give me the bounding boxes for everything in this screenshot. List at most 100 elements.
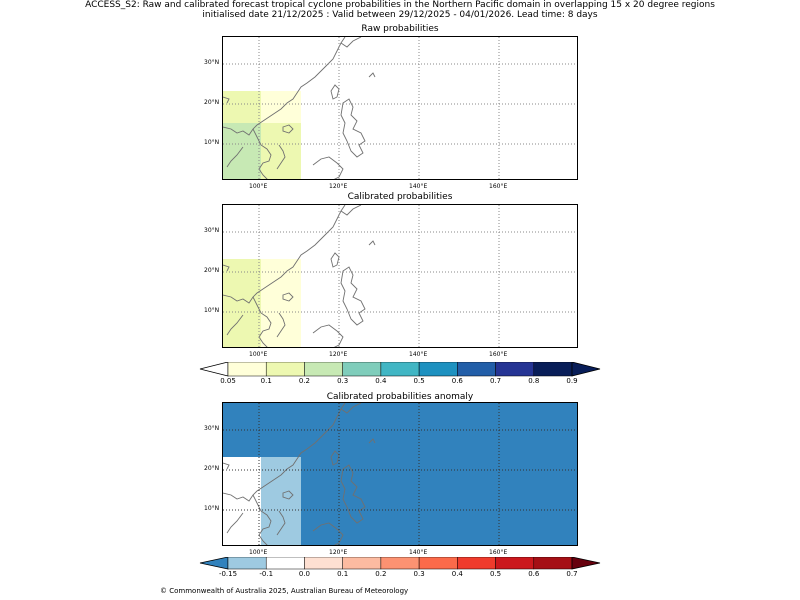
figure-title: ACCESS_S2: Raw and calibrated forecast t… (85, 0, 715, 10)
colorbar-tick-label: -0.1 (259, 570, 274, 578)
colorbar-segment (418, 557, 458, 570)
longitude-label: 100°E (249, 351, 268, 358)
longitude-label: 140°E (409, 183, 428, 190)
colorbar-under-extension (199, 362, 229, 377)
longitude-label: 120°E (329, 351, 348, 358)
probability-region-2 (261, 123, 301, 179)
latitude-label: 20°N (204, 99, 220, 106)
colorbar-under-extension (199, 557, 229, 570)
longitude-label: 160°E (489, 183, 508, 190)
copyright-notice: © Commonwealth of Australia 2025, Austra… (160, 587, 409, 595)
probability-region-2 (261, 457, 301, 545)
coastline-5 (340, 464, 366, 524)
coastline-3 (282, 124, 294, 134)
colorbar-tick-label: 0.9 (566, 377, 578, 385)
colorbar-segment (457, 362, 496, 377)
colorbar-segment (533, 362, 573, 377)
figure-subtitle: initialised date 21/12/2025 : Valid betw… (202, 10, 598, 20)
colorbar-segment (380, 362, 420, 377)
colorbar-segment (265, 362, 305, 377)
latitude-label: 20°N (204, 465, 220, 472)
colorbar-tick-label: 0.4 (375, 377, 387, 385)
coastline-0 (223, 403, 346, 502)
colorbar-tick-label: -0.15 (218, 570, 238, 578)
coastline-2 (276, 510, 286, 536)
colorbar-tick-label: 0.5 (489, 570, 502, 578)
coastline-10 (223, 462, 230, 470)
colorbar-segment (304, 557, 343, 570)
colorbar-tick-label: 0.2 (375, 570, 387, 578)
coastline-7 (340, 37, 362, 48)
coastline-10 (223, 96, 230, 104)
colorbar-tick-label: 0.6 (451, 377, 463, 385)
colorbar-tick-label: 0.4 (451, 570, 463, 578)
colorbar-over-extension (571, 362, 601, 377)
coastline-9 (226, 314, 244, 336)
coastline-1 (252, 296, 272, 347)
coastline-4 (330, 450, 340, 466)
raw-panel-title: Raw probabilities (361, 24, 439, 34)
probability-region-1 (223, 457, 261, 545)
coastline-6 (312, 522, 344, 545)
colorbar-tick-label: 0.05 (220, 377, 236, 385)
colorbar-segment (418, 362, 458, 377)
coastline-9 (226, 146, 244, 168)
anomaly-panel-title: Calibrated probabilities anomaly (326, 392, 474, 402)
longitude-label: 140°E (409, 549, 428, 556)
colorbar-tick-label: 0.7 (566, 570, 578, 578)
colorbar-segment (342, 362, 382, 377)
latitude-label: 10°N (204, 139, 220, 146)
longitude-label: 100°E (249, 183, 268, 190)
raw-probability-map (222, 36, 578, 180)
longitude-label: 160°E (489, 351, 508, 358)
probability-colorbar (199, 362, 601, 377)
coastline-8 (368, 72, 376, 78)
coastline-5 (340, 98, 366, 158)
colorbar-tick-label: 0.5 (413, 377, 425, 385)
anomaly-colorbar (199, 557, 601, 570)
coastline-0 (223, 205, 346, 304)
coastline-4 (330, 252, 340, 268)
colorbar-tick-label: 0.7 (489, 377, 502, 385)
coastline-7 (340, 403, 362, 414)
colorbar-segment (533, 557, 573, 570)
colorbar-tick-label: 0.0 (298, 570, 311, 578)
coastline-6 (312, 324, 344, 347)
colorbar-tick-label: 0.8 (528, 377, 540, 385)
coastline-4 (330, 84, 340, 100)
latitude-label: 10°N (204, 505, 220, 512)
colorbar-segment (342, 557, 382, 570)
coastline-0 (223, 37, 346, 136)
colorbar-tick-label: 0.1 (260, 377, 272, 385)
colorbar-tick-label: 0.3 (337, 377, 349, 385)
latitude-label: 30°N (204, 227, 220, 234)
coastline-8 (368, 438, 376, 444)
colorbar-segment (380, 557, 420, 570)
longitude-label: 120°E (329, 183, 348, 190)
coastline-2 (276, 144, 286, 170)
longitude-label: 160°E (489, 549, 508, 556)
coastline-10 (223, 264, 230, 272)
colorbar-tick-label: 0.3 (413, 570, 425, 578)
colorbar-segment (304, 362, 343, 377)
latitude-label: 30°N (204, 59, 220, 66)
coastline-3 (282, 292, 294, 302)
coastline-3 (282, 490, 294, 500)
calibrated-panel-title: Calibrated probabilities (347, 192, 453, 202)
colorbar-segment (227, 557, 267, 570)
coastline-1 (252, 494, 272, 545)
longitude-label: 100°E (249, 549, 268, 556)
longitude-label: 120°E (329, 549, 348, 556)
calibrated-probability-map (222, 204, 578, 348)
colorbar-segment (495, 557, 535, 570)
coastline-7 (340, 205, 362, 216)
colorbar-segment (457, 557, 496, 570)
coastline-2 (276, 312, 286, 338)
coastline-1 (252, 128, 272, 179)
coastline-6 (312, 156, 344, 179)
coastline-9 (226, 512, 244, 534)
colorbar-tick-label: 0.6 (528, 570, 540, 578)
colorbar-over-extension (571, 557, 601, 570)
probability-region-1 (223, 259, 261, 347)
latitude-label: 30°N (204, 425, 220, 432)
